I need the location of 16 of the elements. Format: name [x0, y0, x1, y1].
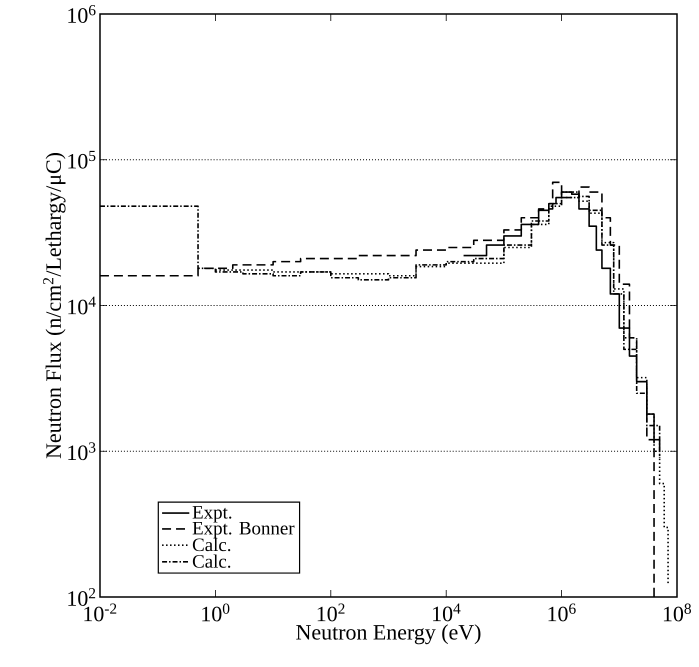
y-tick-label: 10$^{2}$ — [68, 588, 96, 606]
legend-label: Calc. — [192, 554, 230, 568]
legend-label: Calc. — [192, 538, 230, 552]
x-tick-label: 10$^{2}$ — [318, 604, 345, 622]
x-tick-label: 10$^{6}$ — [548, 604, 576, 622]
y-axis-title: Neutron Flux (n/cm$^{2}$/Lethargy/μC) — [43, 153, 66, 458]
x-tick-label: 10$^{4}$ — [433, 604, 461, 622]
x-tick-label: 10$^{8}$ — [664, 604, 691, 622]
y-tick-label: 10$^{4}$ — [68, 296, 96, 314]
legend-label: Expt. Bonner — [192, 522, 294, 538]
x-tick-label: 10$^{0}$ — [202, 604, 230, 622]
y-tick-label: 10$^{6}$ — [68, 5, 96, 23]
y-tick-label: 10$^{3}$ — [68, 442, 96, 460]
legend-label: Expt. — [192, 506, 232, 523]
x-axis-title: Neutron Energy (eV) — [296, 624, 480, 644]
y-tick-label: 10$^{5}$ — [68, 150, 96, 169]
